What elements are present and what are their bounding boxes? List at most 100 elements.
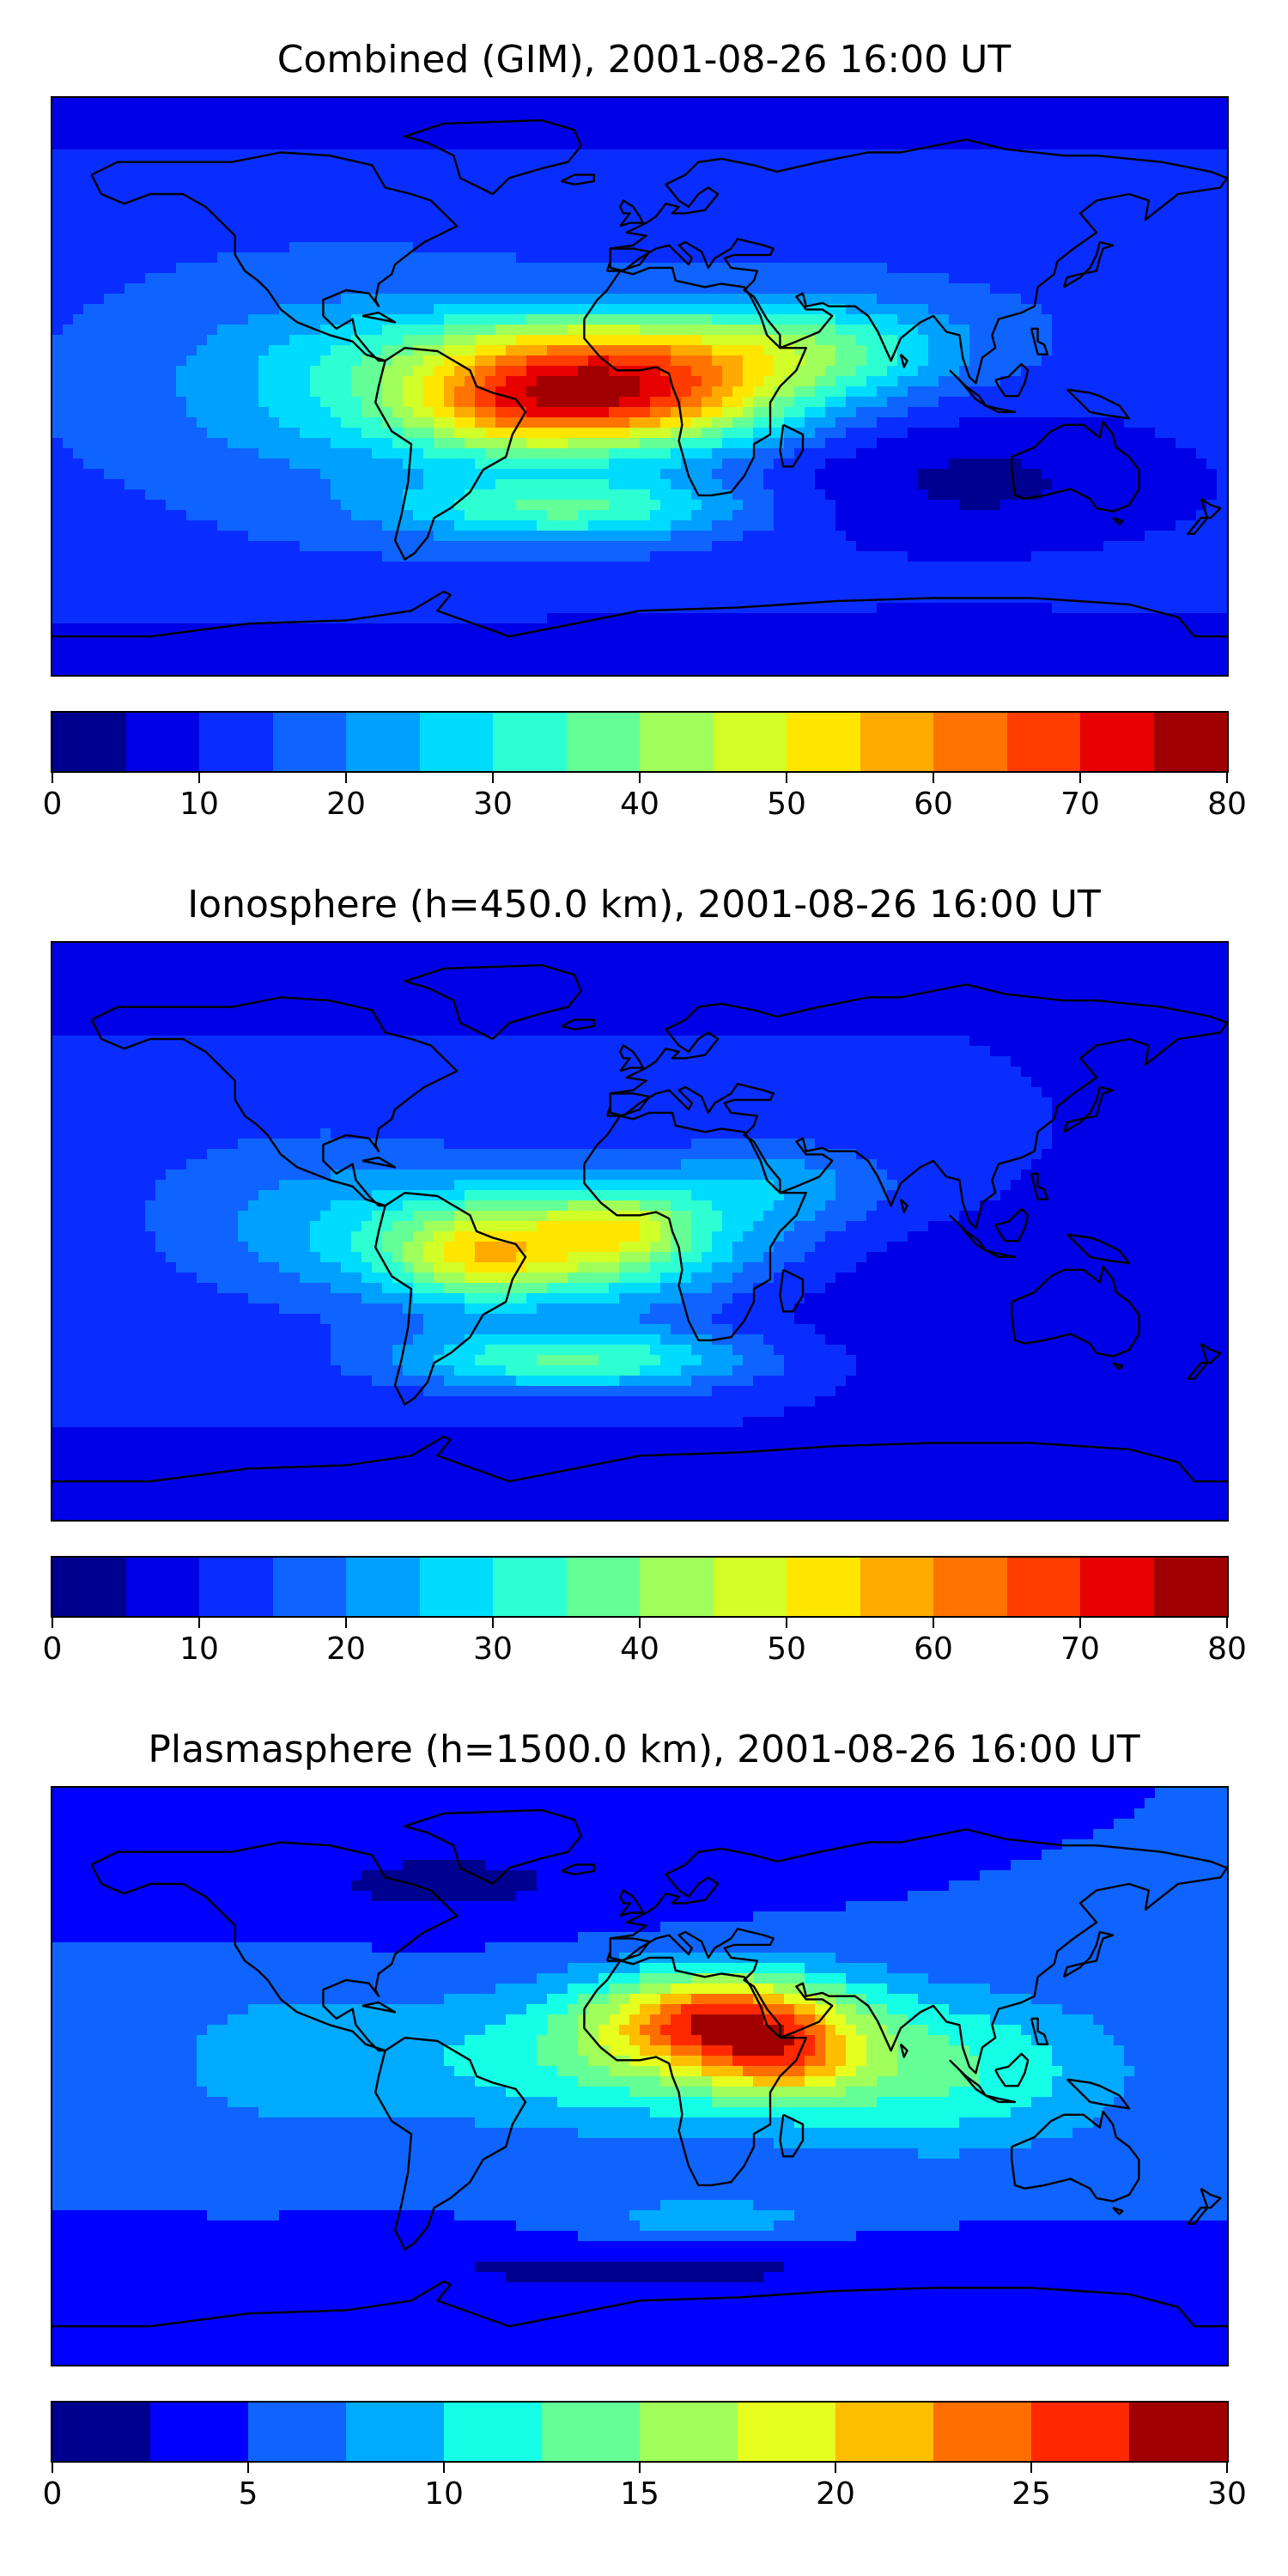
tec-cell	[598, 314, 610, 325]
tec-cell	[1145, 325, 1156, 336]
tec-cell	[856, 489, 867, 501]
tec-cell	[712, 201, 723, 212]
tec-cell	[1124, 325, 1135, 336]
tec-cell	[361, 541, 373, 552]
tec-cell	[104, 386, 115, 398]
tec-cell	[846, 417, 857, 428]
tec-cell	[526, 397, 538, 408]
tec-cell	[712, 479, 723, 490]
tec-cell	[547, 98, 558, 109]
tec-cell	[63, 541, 74, 552]
tec-cell	[526, 325, 538, 336]
tec-cell	[1165, 407, 1176, 418]
tec-cell	[1206, 479, 1218, 490]
tec-cell	[413, 273, 424, 284]
tec-cell	[506, 345, 517, 356]
tec-cell	[197, 242, 208, 253]
tec-cell	[289, 541, 301, 552]
tec-cell	[794, 376, 805, 387]
tec-cell	[217, 273, 228, 284]
tec-cell	[125, 500, 136, 511]
tec-cell	[1093, 139, 1104, 150]
tec-cell	[877, 314, 888, 325]
tec-cell	[104, 325, 115, 336]
tec-cell	[660, 160, 671, 171]
tec-cell	[774, 139, 785, 150]
tec-cell	[1062, 201, 1073, 212]
tec-cell	[331, 479, 342, 490]
tec-cell	[1124, 366, 1135, 377]
tec-cell	[269, 417, 280, 428]
tec-cell	[485, 335, 496, 346]
tec-cell	[949, 191, 960, 202]
tec-cell	[392, 304, 404, 315]
tec-cell	[52, 118, 64, 130]
tec-cell	[207, 355, 218, 367]
tec-cell	[722, 160, 733, 171]
tec-cell	[1021, 510, 1032, 521]
tec-cell	[310, 252, 321, 264]
tec-cell	[980, 541, 991, 552]
tec-cell	[877, 129, 888, 140]
tec-cell	[856, 232, 867, 243]
tec-cell	[877, 211, 888, 222]
tec-cell	[1114, 428, 1125, 439]
tec-cell	[547, 520, 558, 532]
tec-cell	[1011, 407, 1022, 418]
tec-cell	[866, 376, 878, 387]
tec-cell	[1196, 417, 1207, 428]
tec-cell	[794, 211, 805, 222]
tec-cell	[1062, 355, 1073, 367]
tec-cell	[444, 232, 455, 243]
tec-cell	[372, 459, 383, 470]
tec-cell	[774, 263, 785, 274]
tec-cell	[702, 397, 713, 408]
tec-cell	[732, 149, 744, 161]
tec-cell	[506, 407, 517, 418]
tec-cell	[722, 510, 733, 521]
tec-cell	[186, 314, 197, 325]
tec-cell	[578, 479, 589, 490]
tec-cell	[1217, 500, 1227, 511]
tec-cell	[1093, 283, 1104, 295]
tec-cell	[1186, 252, 1197, 264]
tec-cell	[1042, 108, 1053, 119]
tec-cell	[598, 139, 610, 150]
tec-cell	[1011, 500, 1022, 511]
tec-cell	[331, 283, 342, 295]
tec-cell	[526, 376, 538, 387]
tec-cell	[155, 407, 167, 418]
tec-cell	[1031, 428, 1042, 439]
tec-cell	[228, 335, 239, 346]
tec-cell	[444, 201, 455, 212]
tec-cell	[73, 263, 84, 274]
tec-cell	[114, 211, 125, 222]
tec-cell	[320, 376, 331, 387]
tec-cell	[1165, 232, 1176, 243]
tec-cell	[887, 541, 898, 552]
tec-cell	[609, 397, 620, 408]
tec-cell	[825, 222, 836, 233]
tec-cell	[774, 118, 785, 130]
tec-cell	[702, 273, 713, 284]
tec-cell	[578, 438, 589, 449]
tec-cell	[465, 294, 476, 305]
tec-cell	[258, 222, 270, 233]
tec-cell	[526, 459, 538, 470]
tec-cell	[176, 170, 187, 181]
tec-cell	[897, 129, 908, 140]
tec-cell	[1072, 366, 1084, 377]
tec-cell	[887, 191, 898, 202]
tec-cell	[629, 304, 641, 315]
tec-cell	[908, 531, 919, 542]
tec-cell	[547, 325, 558, 336]
tec-cell	[588, 191, 599, 202]
tec-cell	[83, 520, 94, 532]
tec-cell	[423, 98, 434, 109]
tec-cell	[763, 428, 775, 439]
tec-cell	[423, 263, 434, 274]
tec-cell	[805, 417, 816, 428]
tec-cell	[660, 386, 671, 398]
tec-cell	[650, 459, 661, 470]
tec-cell	[681, 191, 692, 202]
